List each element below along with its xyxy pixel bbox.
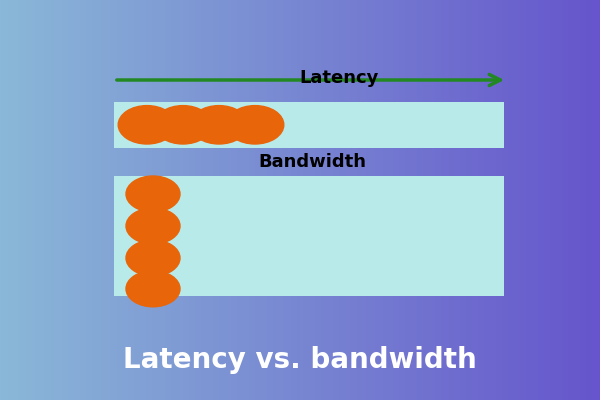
Bar bbox=[114, 102, 504, 148]
Circle shape bbox=[154, 106, 212, 144]
Circle shape bbox=[226, 106, 284, 144]
Circle shape bbox=[126, 240, 180, 276]
Circle shape bbox=[118, 106, 176, 144]
Circle shape bbox=[126, 271, 180, 307]
Text: Latency: Latency bbox=[299, 69, 379, 87]
Text: Bandwidth: Bandwidth bbox=[258, 153, 366, 171]
Circle shape bbox=[126, 176, 180, 212]
Circle shape bbox=[126, 208, 180, 244]
Circle shape bbox=[190, 106, 248, 144]
Bar bbox=[114, 176, 504, 296]
Text: Latency vs. bandwidth: Latency vs. bandwidth bbox=[123, 346, 477, 374]
